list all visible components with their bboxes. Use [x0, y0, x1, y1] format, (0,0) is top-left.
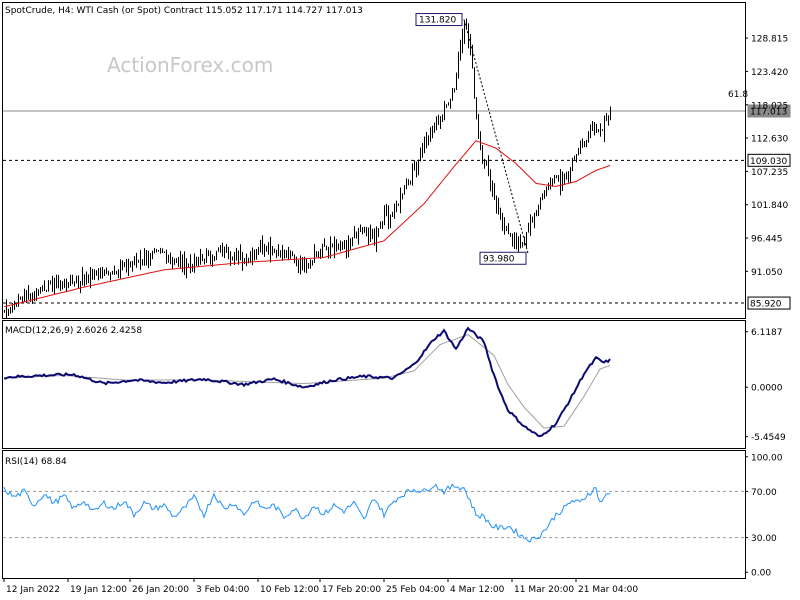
x-tick-label: 17 Feb 20:00 — [322, 585, 381, 595]
chart-title: SpotCrude, H4: WTI Cash (or Spot) Contra… — [5, 6, 363, 16]
level-label-0: 117.013 — [750, 108, 787, 118]
price-tick-label: 128.815 — [751, 35, 788, 45]
swing-label-1: 93.980 — [483, 254, 515, 264]
rsi-title: RSI(14) 68.84 — [5, 457, 67, 467]
price-tick-label: 96.445 — [751, 235, 783, 245]
level-label-box-0 — [747, 104, 791, 118]
rsi-tick-label: 0.00 — [751, 569, 771, 579]
x-tick-label: 10 Feb 12:00 — [260, 585, 319, 595]
price-tick-label: 91.050 — [751, 268, 783, 278]
macd-panel[interactable] — [2, 320, 746, 449]
macd-title: MACD(12,26,9) 2.6026 2.4258 — [5, 326, 142, 336]
x-tick-label: 21 Mar 04:00 — [578, 585, 638, 595]
indicator-lines — [3, 140, 611, 543]
price-tick-label: 107.235 — [751, 168, 788, 178]
axis-labels: 117.013 109.030 85.920 131.820 93.980 128.815… — [3, 13, 791, 595]
macd-signal-line — [4, 334, 611, 429]
x-tick-label: 4 Mar 12:00 — [450, 585, 505, 595]
swing-label-0: 131.820 — [419, 16, 456, 26]
fib-label: 61.8 — [728, 90, 748, 100]
swing-connector — [463, 19, 529, 254]
x-tick-label: 19 Jan 12:00 — [70, 585, 127, 595]
level-label-box-2 — [747, 296, 791, 310]
rsi-panel[interactable] — [2, 450, 746, 579]
rsi-tick-label: 30.00 — [751, 534, 777, 544]
macd-tick-label: 6.1187 — [751, 328, 783, 338]
rsi-tick-label: 70.00 — [751, 488, 777, 498]
candles — [4, 18, 611, 319]
swing-label-box-0 — [415, 13, 463, 27]
watermark: ActionForex.com — [107, 53, 273, 77]
swing-label-box-1 — [479, 251, 527, 265]
moving-average-line — [3, 140, 611, 308]
macd-tick-label: 0.0000 — [751, 384, 783, 394]
level-label-1: 109.030 — [750, 157, 787, 167]
x-tick-label: 11 Mar 20:00 — [514, 585, 574, 595]
level-label-2: 85.920 — [750, 300, 782, 310]
x-tick-label: 25 Feb 04:00 — [386, 585, 445, 595]
price-tick-label: 118.025 — [751, 101, 788, 111]
price-tick-label: 123.420 — [751, 68, 788, 78]
macd-tick-label: -5.4549 — [751, 433, 786, 443]
level-label-box-1 — [747, 153, 791, 167]
x-tick-label: 12 Jan 2022 — [6, 585, 60, 595]
price-tick-label: 101.840 — [751, 201, 788, 211]
price-tick-label: 112.630 — [751, 135, 788, 145]
x-tick-label: 3 Feb 04:00 — [196, 585, 250, 595]
macd-main-line — [4, 326, 611, 438]
x-tick-label: 26 Jan 20:00 — [132, 585, 189, 595]
rsi-line — [3, 483, 611, 543]
rsi-tick-label: 100.00 — [751, 453, 783, 463]
level-lines — [3, 19, 745, 539]
